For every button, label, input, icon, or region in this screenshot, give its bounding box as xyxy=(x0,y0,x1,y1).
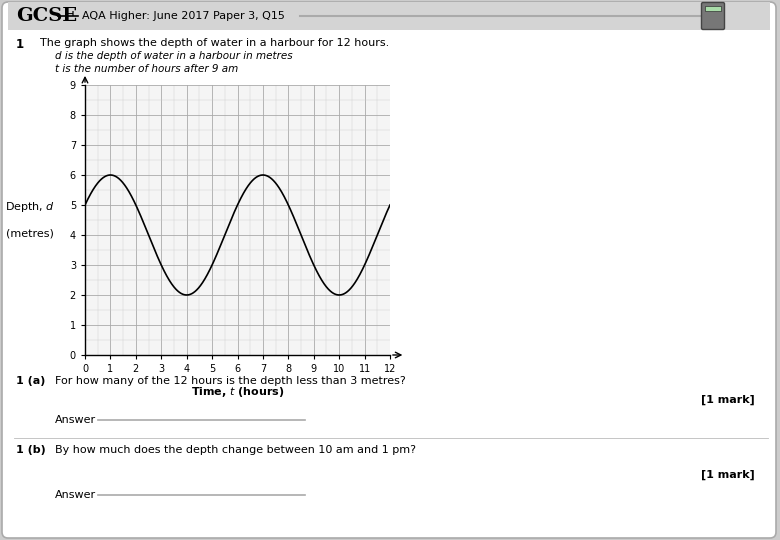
Text: (metres): (metres) xyxy=(6,228,55,239)
Text: 1 (a): 1 (a) xyxy=(16,376,45,386)
Text: GCSE: GCSE xyxy=(16,7,77,25)
Text: The graph shows the depth of water in a harbour for 12 hours.: The graph shows the depth of water in a … xyxy=(40,38,389,48)
Text: 1 (b): 1 (b) xyxy=(16,445,46,455)
Text: t is the number of hours after 9 am: t is the number of hours after 9 am xyxy=(55,64,238,74)
Text: Answer: Answer xyxy=(55,490,96,500)
Text: Depth, $d$: Depth, $d$ xyxy=(5,199,55,213)
FancyBboxPatch shape xyxy=(701,3,725,30)
Text: Answer: Answer xyxy=(55,415,96,425)
Text: Time, $t$ (hours): Time, $t$ (hours) xyxy=(190,384,285,399)
Text: 1: 1 xyxy=(16,38,24,51)
Text: [1 mark]: [1 mark] xyxy=(701,470,755,480)
Text: AQA Higher: June 2017 Paper 3, Q15: AQA Higher: June 2017 Paper 3, Q15 xyxy=(82,11,285,21)
Text: [1 mark]: [1 mark] xyxy=(701,395,755,405)
Text: For how many of the 12 hours is the depth less than 3 metres?: For how many of the 12 hours is the dept… xyxy=(55,376,406,386)
Bar xyxy=(705,6,721,11)
Text: By how much does the depth change between 10 am and 1 pm?: By how much does the depth change betwee… xyxy=(55,445,416,455)
Bar xyxy=(8,2,770,30)
Text: d is the depth of water in a harbour in metres: d is the depth of water in a harbour in … xyxy=(55,51,292,61)
